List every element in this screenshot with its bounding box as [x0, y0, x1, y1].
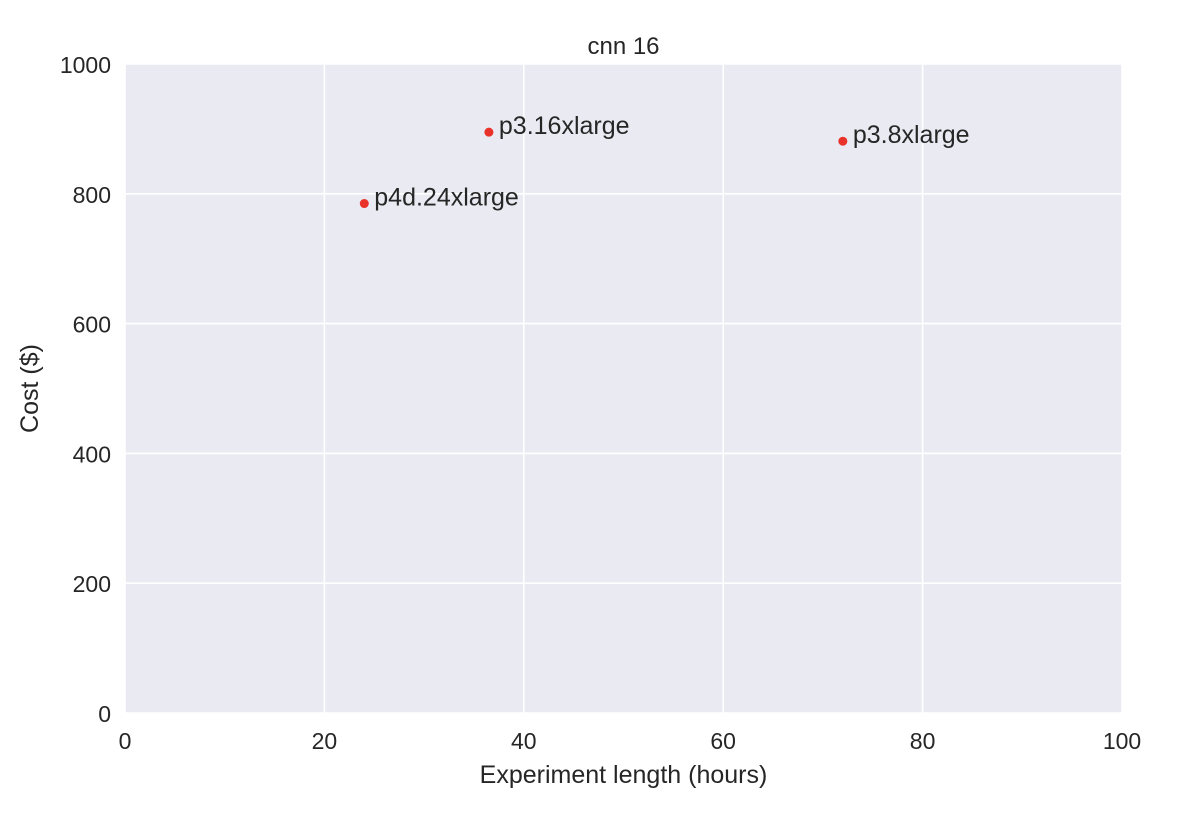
x-tick-label: 20	[312, 728, 338, 754]
x-tick-label: 0	[119, 728, 132, 754]
y-axis-title: Cost ($)	[16, 344, 44, 433]
plot-area	[125, 64, 1122, 713]
x-axis-title: Experiment length (hours)	[480, 761, 768, 789]
y-tick-label: 400	[73, 441, 111, 467]
data-point	[838, 136, 848, 146]
y-tick-label: 1000	[60, 52, 111, 78]
y-tick-label: 600	[73, 312, 111, 338]
chart-title: cnn 16	[587, 33, 659, 60]
data-point	[359, 199, 369, 209]
y-tick-label: 200	[73, 571, 111, 597]
y-tick-label: 800	[73, 182, 111, 208]
y-tick-label: 0	[98, 701, 111, 727]
data-points: p4d.24xlarge p3.16xlarge p3.8xlarge	[359, 112, 970, 212]
point-label: p4d.24xlarge	[374, 184, 519, 212]
data-point	[484, 127, 494, 137]
x-tick-label: 40	[511, 728, 537, 754]
x-tick-label: 60	[710, 728, 736, 754]
point-label: p3.8xlarge	[853, 121, 970, 149]
grid-lines	[124, 63, 1123, 714]
point-label: p3.16xlarge	[499, 112, 630, 140]
x-tick-label: 100	[1103, 728, 1141, 754]
x-tick-label: 80	[910, 728, 936, 754]
